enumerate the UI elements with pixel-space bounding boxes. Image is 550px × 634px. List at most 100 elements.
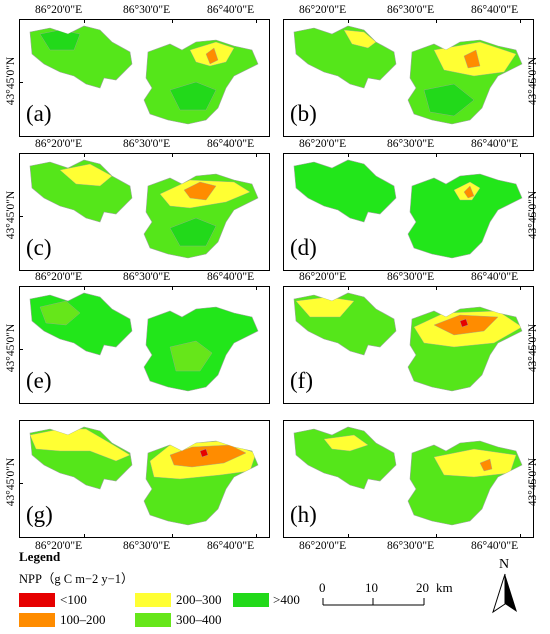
longitude-label: 86°30'0"E	[387, 271, 435, 283]
legend-swatch-100-200	[19, 613, 55, 627]
axis-tick	[348, 286, 349, 290]
npp-class-patch	[39, 300, 81, 326]
npp-class-patch	[169, 81, 217, 111]
axis-tick	[19, 483, 23, 484]
legend-label-gt400: >400	[273, 592, 300, 607]
longitude-label: 86°40'0"E	[207, 138, 255, 150]
scale-tick-10: 10	[365, 580, 378, 595]
axis-tick	[520, 286, 521, 290]
west-region	[293, 159, 397, 223]
axis-tick	[436, 286, 437, 290]
map-panel-b: (b)	[283, 19, 534, 137]
legend-label-100-200: 100–200	[60, 612, 106, 627]
legend-variable-label: NPP（g C m−2 y−1）	[19, 572, 134, 586]
panel-label: (e)	[26, 368, 52, 393]
npp-raster-map	[29, 159, 259, 259]
npp-class-patch	[205, 47, 219, 65]
legend-label-300-400: 300–400	[176, 612, 222, 627]
legend-title: Legend	[19, 549, 61, 564]
npp-class-patch	[169, 444, 247, 468]
longitude-label: 86°30'0"E	[387, 138, 435, 150]
npp-class-patch	[343, 29, 377, 49]
npp-raster-map	[29, 25, 259, 125]
panel-label: (g)	[26, 502, 53, 527]
longitude-label: 86°40'0"E	[207, 4, 255, 16]
npp-class-patch	[169, 217, 217, 247]
longitude-label: 86°20'0"E	[35, 540, 83, 552]
east-region	[407, 173, 523, 259]
npp-raster-map	[293, 292, 523, 392]
latitude-label: 43°45'0"N	[527, 323, 539, 373]
axis-tick	[436, 534, 437, 538]
npp-class-patch	[463, 49, 481, 69]
axis-tick	[256, 534, 257, 538]
npp-class-patch	[479, 458, 493, 472]
npp-raster-map	[293, 25, 523, 125]
axis-tick	[84, 286, 85, 290]
npp-class-patch	[183, 181, 217, 201]
map-panel-h: (h)	[283, 420, 534, 538]
axis-tick	[19, 216, 23, 217]
north-arrow-icon	[490, 558, 520, 614]
longitude-label: 86°30'0"E	[123, 4, 171, 16]
panel-label: (b)	[290, 101, 317, 126]
legend-swatch-lt100	[19, 593, 55, 607]
axis-tick	[19, 349, 23, 350]
longitude-label: 86°20'0"E	[299, 4, 347, 16]
map-panel-d: (d)	[283, 153, 534, 271]
axis-tick	[530, 349, 534, 350]
npp-class-patch	[169, 340, 213, 372]
axis-tick	[348, 534, 349, 538]
map-panel-f: (f)	[283, 286, 534, 404]
axis-tick	[172, 19, 173, 23]
axis-tick	[520, 19, 521, 23]
npp-class-patch	[463, 185, 475, 199]
latitude-label: 43°45'0"N	[527, 190, 539, 240]
scale-tick-20: 20	[416, 580, 429, 595]
axis-tick	[436, 19, 437, 23]
axis-tick	[520, 153, 521, 157]
latitude-label: 43°45'0"N	[5, 323, 17, 373]
longitude-label: 86°20'0"E	[35, 271, 83, 283]
longitude-label: 86°20'0"E	[299, 271, 347, 283]
axis-tick	[84, 534, 85, 538]
npp-raster-map	[29, 292, 259, 392]
latitude-label: 43°45'0"N	[5, 457, 17, 507]
north-arrow-label: N	[499, 557, 510, 572]
longitude-label: 86°40'0"E	[471, 540, 519, 552]
latitude-label: 43°45'0"N	[527, 457, 539, 507]
panel-label: (f)	[290, 368, 313, 393]
axis-tick	[348, 153, 349, 157]
longitude-label: 86°30'0"E	[387, 540, 435, 552]
longitude-label: 86°40'0"E	[207, 540, 255, 552]
axis-tick	[520, 534, 521, 538]
longitude-label: 86°20'0"E	[299, 540, 347, 552]
longitude-label: 86°20'0"E	[35, 4, 83, 16]
longitude-label: 86°30'0"E	[123, 138, 171, 150]
npp-class-patch	[39, 29, 81, 51]
npp-class-patch	[423, 83, 475, 117]
panel-label: (d)	[290, 235, 317, 260]
longitude-label: 86°40'0"E	[471, 4, 519, 16]
axis-tick	[172, 286, 173, 290]
axis-tick	[530, 216, 534, 217]
axis-tick	[530, 82, 534, 83]
latitude-label: 43°45'0"N	[5, 190, 17, 240]
map-panel-c: (c)	[19, 153, 270, 271]
map-panel-a: (a)	[19, 19, 270, 137]
axis-tick	[19, 82, 23, 83]
west-region	[293, 25, 397, 89]
axis-tick	[172, 534, 173, 538]
latitude-label: 43°45'0"N	[5, 56, 17, 106]
longitude-label: 86°20'0"E	[299, 138, 347, 150]
map-panel-g: (g)	[19, 420, 270, 538]
npp-class-patch	[59, 163, 113, 187]
axis-tick	[436, 153, 437, 157]
npp-raster-map	[293, 426, 523, 526]
axis-tick	[256, 286, 257, 290]
npp-class-patch	[323, 434, 369, 452]
axis-tick	[530, 483, 534, 484]
panel-label: (c)	[26, 235, 52, 260]
axis-tick	[256, 19, 257, 23]
legend-label-200-300: 200–300	[176, 592, 222, 607]
